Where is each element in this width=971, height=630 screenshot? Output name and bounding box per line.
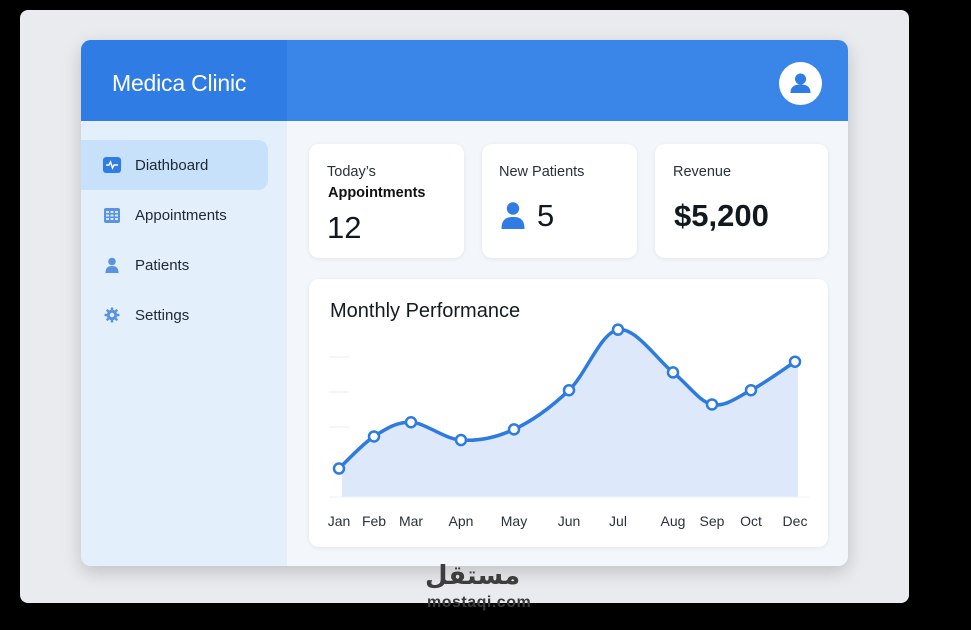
x-tick-label: Jul	[609, 513, 627, 529]
data-point-dec[interactable]	[788, 355, 802, 368]
app-window: Medica Clinic Diathboard Appointments P	[81, 40, 848, 566]
x-tick-label: Feb	[361, 513, 387, 529]
data-point-oct[interactable]	[744, 383, 758, 397]
new-patients-card[interactable]: New Patients 5	[482, 144, 637, 258]
user-icon	[790, 73, 811, 93]
card-label: Today’s	[327, 164, 376, 180]
new-patients-count: 5	[537, 198, 555, 233]
calendar-grid-icon	[103, 206, 121, 224]
watermark-text: mostaqi.com	[427, 594, 532, 611]
sidebar-item-label: Diathboard	[135, 156, 209, 174]
data-point-sep[interactable]	[705, 398, 719, 411]
dashboard-icon	[103, 156, 121, 174]
x-tick-label: Aug	[660, 513, 686, 529]
sidebar-item-label: Appointments	[135, 206, 227, 224]
x-tick-label: May	[500, 513, 528, 529]
sidebar: Diathboard Appointments Patients Setting…	[81, 121, 287, 566]
sidebar-item-settings[interactable]: Settings	[81, 290, 268, 340]
data-point-apn[interactable]	[454, 433, 468, 447]
user-icon	[501, 201, 525, 234]
sidebar-item-patients[interactable]: Patients	[81, 240, 268, 290]
sidebar-item-label: Settings	[135, 306, 190, 324]
x-tick-label: Apn	[448, 513, 474, 529]
chart-title: Monthly Performance	[330, 300, 521, 322]
gear-icon	[103, 306, 121, 324]
revenue-card[interactable]: Revenue $5,200	[655, 144, 828, 258]
chart-area-fill	[339, 329, 798, 497]
sidebar-item-dashboard[interactable]: Diathboard	[81, 140, 268, 190]
card-label: New Patients	[499, 164, 585, 180]
x-tick-label: Jan	[327, 513, 351, 529]
card-label: Revenue	[673, 164, 732, 180]
appointments-card[interactable]: Today’s Appointments 12	[309, 144, 464, 258]
x-tick-label: Dec	[782, 513, 808, 529]
data-point-jan[interactable]	[332, 462, 346, 475]
appointments-count: 12	[327, 210, 362, 245]
user-icon	[103, 256, 121, 274]
x-tick-label: Mar	[398, 513, 424, 529]
data-point-may[interactable]	[507, 423, 521, 436]
revenue-value: $5,200	[674, 198, 769, 233]
data-point-feb[interactable]	[367, 430, 381, 443]
performance-chart	[329, 323, 809, 498]
top-header: Medica Clinic	[81, 40, 848, 121]
x-tick-label: Jun	[557, 513, 581, 529]
performance-chart-card: Monthly Performance Jan Feb Mar Apn May Jun Ju…	[309, 279, 828, 547]
brand-area	[81, 40, 287, 121]
data-point-aug[interactable]	[666, 366, 680, 379]
app-title: Medica Clinic	[112, 70, 247, 96]
x-tick-label: Sep	[699, 513, 725, 529]
sidebar-item-label: Patients	[135, 256, 190, 274]
x-tick-label: Oct	[740, 513, 762, 529]
data-point-mar[interactable]	[404, 415, 418, 429]
card-sublabel: Appointments	[328, 185, 426, 201]
data-point-jun[interactable]	[562, 383, 576, 397]
avatar-button[interactable]	[779, 62, 822, 105]
main-content: Today’s Appointments 12 New Patients 5 R…	[287, 121, 848, 566]
data-point-jul[interactable]	[611, 323, 625, 336]
watermark-logo: مستقل	[425, 560, 521, 590]
sidebar-item-appointments[interactable]: Appointments	[81, 190, 268, 240]
